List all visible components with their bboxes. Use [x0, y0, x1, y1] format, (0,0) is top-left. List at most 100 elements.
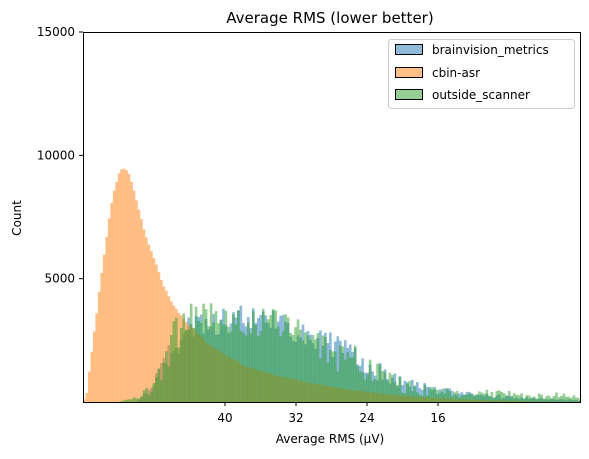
histogram-bar: [271, 309, 275, 402]
histogram-bar: [152, 383, 156, 402]
histogram-bar: [483, 393, 486, 402]
x-axis-ticks: 40 32 24 16: [217, 402, 446, 425]
histogram-bar: [368, 359, 372, 402]
histogram-bar: [363, 379, 367, 402]
histogram-bar: [264, 322, 268, 402]
histogram-bar: [234, 324, 238, 402]
histogram-bar: [172, 321, 176, 402]
series-outside-scanner: [117, 303, 581, 402]
histogram-bar: [127, 399, 131, 402]
legend-swatch-outside-scanner: [395, 89, 423, 100]
histogram-bar: [274, 310, 277, 402]
histogram-bar: [411, 379, 414, 402]
histogram-bar: [348, 357, 352, 402]
histogram-bar: [530, 397, 533, 402]
histogram-bar: [122, 400, 126, 402]
histogram-bar: [87, 371, 91, 402]
histogram-bar: [227, 326, 230, 402]
histogram-bar: [254, 324, 258, 402]
histogram-bar: [142, 390, 146, 402]
histogram-bar: [557, 397, 561, 402]
histogram-bar: [157, 272, 161, 402]
histogram-bar: [425, 395, 429, 402]
histogram-bar: [403, 380, 407, 402]
histogram-bar: [458, 397, 461, 402]
histogram-bar: [520, 393, 523, 402]
histogram-bar: [403, 393, 407, 402]
histogram-bar: [438, 392, 441, 402]
histogram-bar: [184, 329, 188, 402]
histogram-bar: [90, 351, 94, 402]
histogram-bar: [232, 314, 235, 402]
histogram-bar: [279, 336, 282, 402]
histogram-bar: [212, 322, 215, 402]
histogram-bar: [420, 395, 424, 402]
histogram-bar: [286, 317, 290, 402]
histogram-bar: [450, 396, 454, 402]
histogram-bar: [562, 393, 566, 402]
histogram-bar: [179, 327, 183, 402]
histogram-bar: [105, 237, 108, 402]
histogram-bar: [358, 371, 362, 402]
histogram-bar: [85, 393, 89, 402]
histogram-bar: [165, 290, 168, 402]
histogram-bar: [167, 366, 171, 402]
histogram-bar: [97, 291, 101, 402]
histogram-bar: [572, 395, 576, 402]
histogram-bar: [485, 389, 489, 402]
histogram-bar: [145, 387, 148, 402]
histogram-bar: [251, 311, 255, 402]
histogram-bar: [316, 333, 320, 402]
histogram-bar: [460, 395, 464, 402]
histogram-bar: [132, 397, 136, 402]
histogram-bar: [266, 319, 270, 402]
histogram-bar: [473, 396, 476, 402]
histogram-bar: [296, 319, 300, 402]
histogram-bar: [425, 386, 429, 402]
legend-entry-brainvision-metrics: brainvision_metrics: [395, 43, 549, 57]
histogram-bar: [386, 380, 389, 402]
histogram-bar: [490, 391, 494, 402]
histogram-bar: [480, 392, 484, 402]
histogram-bar: [329, 349, 332, 402]
legend-swatch-brainvision-metrics: [395, 44, 423, 55]
histogram-bar: [92, 331, 96, 402]
histogram-bar: [346, 352, 350, 402]
histogram-bar: [174, 317, 178, 402]
histogram-bars: [83, 168, 581, 402]
histogram-bar: [415, 392, 419, 402]
histogram-bar: [115, 182, 118, 402]
histogram-bar: [261, 308, 265, 402]
histogram-bar: [371, 381, 374, 402]
histogram-bar: [281, 331, 285, 402]
histogram-bar: [575, 397, 578, 402]
histogram-bar: [137, 398, 141, 402]
legend: brainvision_metrics cbin-asr outside_sca…: [388, 39, 575, 109]
histogram-bar: [289, 332, 292, 402]
histogram-bar: [366, 374, 369, 402]
histogram-bar: [475, 394, 479, 402]
histogram-bar: [413, 385, 417, 402]
histogram-bar: [157, 368, 161, 402]
histogram-bar: [249, 333, 253, 402]
x-axis-label: Average RMS (μV): [276, 432, 384, 446]
histogram-bar: [160, 380, 163, 402]
histogram-bar: [401, 392, 404, 402]
histogram-bar: [356, 366, 359, 402]
histogram-bar: [137, 209, 141, 402]
histogram-bar: [488, 395, 491, 402]
x-tick-label: 40: [217, 411, 232, 425]
chart-title: Average RMS (lower better): [226, 9, 433, 27]
histogram-bar: [125, 170, 128, 402]
y-tick-label: 10000: [37, 148, 75, 162]
histogram-bar: [125, 399, 128, 402]
histogram-bar: [331, 351, 335, 402]
histogram-bar: [428, 388, 432, 402]
histogram-bar: [545, 396, 548, 402]
histogram-bar: [497, 390, 501, 402]
histogram-bar: [202, 303, 205, 402]
histogram-bar: [239, 330, 243, 402]
histogram-bar: [259, 330, 263, 402]
legend-swatch-cbin-asr: [395, 67, 423, 78]
histogram-bar: [522, 398, 526, 402]
